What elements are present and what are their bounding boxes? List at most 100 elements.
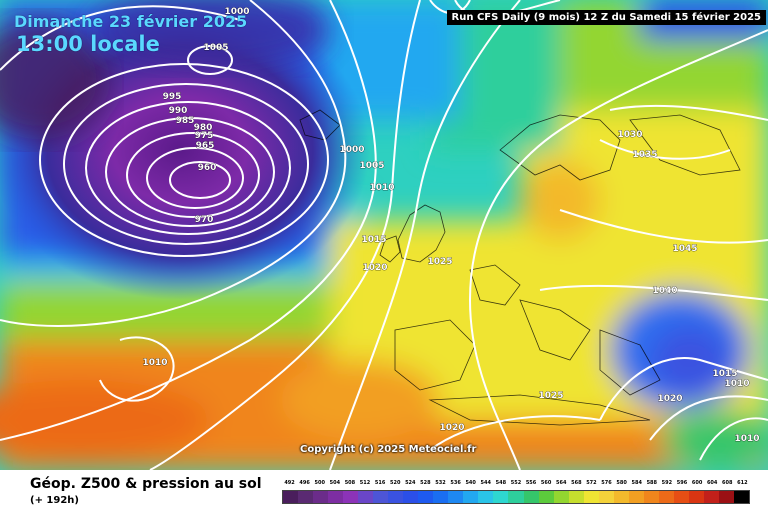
- legend-value: 508: [344, 480, 356, 486]
- legend-value: 512: [359, 480, 371, 486]
- legend-swatch: [493, 491, 509, 503]
- legend-value: 540: [465, 480, 476, 486]
- legend-swatch: [643, 491, 659, 503]
- isobar-label: 1015: [712, 369, 737, 379]
- isobar-label: 985: [176, 116, 195, 126]
- legend-swatch: [328, 491, 344, 503]
- legend-value: 492: [284, 480, 295, 486]
- isobar-label: 1010: [142, 358, 167, 368]
- isobar-label: 975: [195, 131, 214, 141]
- legend-swatch: [523, 491, 539, 503]
- legend-swatch: [313, 491, 329, 503]
- isobar-label: 990: [169, 106, 188, 116]
- legend-value: 568: [571, 480, 582, 486]
- legend-value: 608: [722, 480, 733, 486]
- isobar-label: 1020: [657, 394, 682, 404]
- isobar-label: 1020: [362, 263, 387, 273]
- legend-swatch: [688, 491, 704, 503]
- legend-swatch: [463, 491, 479, 503]
- isobar-label: 980: [194, 123, 213, 133]
- isobar-label: 1005: [359, 161, 384, 171]
- legend-value: 556: [525, 480, 537, 486]
- forecast-range: (+ 192h): [30, 495, 79, 506]
- legend-value: 528: [420, 480, 431, 486]
- footer: Géop. Z500 & pression au sol (+ 192h) 49…: [0, 470, 768, 512]
- legend-value: 612: [737, 480, 748, 486]
- legend-swatch: [568, 491, 584, 503]
- legend-value: 604: [706, 480, 718, 486]
- legend-value: 584: [631, 480, 642, 486]
- legend-swatch: [613, 491, 629, 503]
- legend-swatch: [373, 491, 389, 503]
- legend-swatch: [718, 491, 734, 503]
- isobar-label: 1015: [361, 235, 386, 245]
- legend-swatch: [673, 491, 689, 503]
- legend-value: 564: [556, 480, 567, 486]
- isobar-label: 960: [198, 163, 217, 173]
- legend-swatch: [583, 491, 599, 503]
- legend-swatch: [553, 491, 569, 503]
- isobar-label: 1010: [724, 379, 749, 389]
- legend-value: 580: [616, 480, 627, 486]
- legend-value: 548: [495, 480, 507, 486]
- legend-value: 576: [601, 480, 612, 486]
- isobar-label: 1000: [224, 7, 249, 17]
- legend-swatch: [343, 491, 359, 503]
- legend-swatch: [508, 491, 524, 503]
- isobar-label: 970: [195, 215, 214, 225]
- legend-value: 516: [374, 480, 386, 486]
- legend-value: 496: [299, 480, 310, 486]
- legend-swatch: [598, 491, 614, 503]
- legend-value: 544: [480, 480, 491, 486]
- legend-swatch: [433, 491, 449, 503]
- legend-swatch: [403, 491, 419, 503]
- isobar-label: 1040: [652, 286, 677, 296]
- legend-value: 532: [435, 480, 446, 486]
- chart-title: Géop. Z500 & pression au sol: [30, 476, 262, 492]
- isobar-label: 1005: [203, 43, 228, 53]
- isobar-label: 1045: [672, 244, 697, 254]
- forecast-time: 13:00 locale: [16, 32, 160, 56]
- legend-value: 552: [510, 480, 522, 486]
- legend-value: 536: [450, 480, 461, 486]
- legend-value: 524: [405, 480, 416, 486]
- legend-bar: [282, 490, 750, 504]
- copyright: Copyright (c) 2025 Meteociel.fr: [300, 444, 477, 455]
- legend-swatch: [418, 491, 434, 503]
- legend-swatch: [538, 491, 554, 503]
- legend-swatch: [658, 491, 674, 503]
- legend-swatch: [478, 491, 494, 503]
- land-outlines: [299, 109, 741, 426]
- color-legend: 492 496 500 504 508 512 516 520 524 528 532 536 540 5…: [282, 480, 750, 506]
- legend-value: 504: [329, 480, 341, 486]
- isobar-label: 1010: [734, 434, 759, 444]
- isobar-label: 1020: [439, 423, 464, 433]
- isobar-label: 1025: [427, 257, 452, 267]
- isobar-label: 1000: [339, 145, 364, 155]
- legend-value: 600: [691, 480, 703, 486]
- isobar-label: 1030: [617, 130, 642, 140]
- legend-ticks: 492 496 500 504 508 512 516 520 524 528 532 536 540 5…: [282, 480, 750, 489]
- legend-swatch: [448, 491, 464, 503]
- legend-swatch: [388, 491, 404, 503]
- legend-swatch: [358, 491, 374, 503]
- legend-value: 560: [540, 480, 552, 486]
- isobar-label: 1035: [632, 150, 657, 160]
- isobar-label: 1025: [538, 391, 563, 401]
- legend-value: 588: [646, 480, 658, 486]
- legend-swatch: [703, 491, 719, 503]
- legend-swatch: [283, 491, 299, 503]
- run-info: Run CFS Daily (9 mois) 12 Z du Samedi 15…: [446, 10, 766, 25]
- legend-value: 500: [314, 480, 325, 486]
- isobar-label: 965: [196, 141, 215, 151]
- isobar-label: 1010: [369, 183, 394, 193]
- forecast-date: Dimanche 23 février 2025: [14, 12, 248, 31]
- geopotential-field: [0, 0, 768, 470]
- legend-swatch: [628, 491, 644, 503]
- isobar-label: 995: [163, 92, 182, 102]
- legend-value: 572: [586, 480, 597, 486]
- legend-value: 520: [389, 480, 401, 486]
